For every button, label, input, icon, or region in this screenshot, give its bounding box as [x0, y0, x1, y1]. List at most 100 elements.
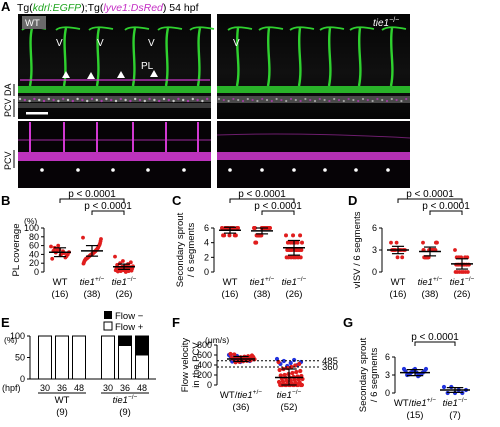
micrograph-wt-top: WT V V V PL — [18, 14, 215, 119]
panel-g-category-label-prefix: WT/ — [394, 398, 412, 409]
panel-c-category-label-main: tie1 — [282, 277, 297, 288]
panel-c-data-point — [293, 255, 298, 260]
panel-b-sig-bracket — [91, 210, 125, 215]
panel-f-category-label-gene: tie1 — [237, 390, 252, 401]
pcv-cell — [153, 98, 156, 102]
panel-e-group-n: (9) — [56, 407, 68, 418]
pcv-cell-mut — [261, 97, 264, 101]
panel-c-sig-label: p < 0.0001 — [254, 201, 302, 212]
panel-c-y-tick-label: 6 — [204, 223, 209, 233]
panel-d-category-label: tie1−/− — [450, 276, 475, 288]
pcv-cell-mut — [333, 97, 336, 101]
panel-b-category-label: tie1−/− — [112, 276, 137, 288]
panel-e-group-label-main: tie1 — [113, 395, 128, 406]
panel-e-group-label: tie1−/− — [113, 394, 138, 406]
panel-d-sig-bracket — [397, 198, 463, 203]
panel-d-y-tick-label: 3 — [372, 245, 377, 255]
panel-g-y-tick-label: 6 — [385, 352, 390, 362]
panel-c-data-point — [227, 233, 232, 238]
pl-arrowheads — [62, 70, 158, 79]
lymph-line-mut — [216, 133, 411, 139]
panel-f-category-label-gene: tie1 — [277, 390, 292, 401]
panel-b-data-point — [56, 243, 61, 248]
panel-g-category-label-sup: −/− — [458, 397, 468, 404]
panel-b-data-point — [81, 235, 85, 240]
dlav-segment — [55, 26, 81, 31]
intersegmental-vessel-mut — [327, 27, 332, 87]
panel-c-y-tick-label: 0 — [204, 267, 209, 277]
panel-e-y-tick-label: 0 — [20, 374, 25, 384]
pcv-cell-mut — [318, 97, 321, 101]
pcv-cell-mut — [357, 99, 360, 103]
pcv-cell — [119, 97, 123, 101]
panel-a-title: Tg(kdrl:EGFP);Tg(lyve1:DsRed) 54 hpf — [17, 2, 199, 14]
panel-c-letter: C — [172, 193, 182, 208]
panel-d-category-label: tie1+/− — [418, 276, 443, 288]
pcv-cell-mut — [400, 99, 403, 103]
panel-b-sig-label: p < 0.0001 — [68, 189, 116, 200]
pcv-magenta — [18, 152, 211, 161]
panel-b-y-unit: (%) — [24, 216, 37, 226]
panel-e-y-unit: (%) — [4, 335, 17, 345]
panel-g-y-label: Secondary sprout — [358, 337, 369, 412]
panel-f-letter: F — [172, 315, 180, 330]
panel-b-data-point — [49, 244, 53, 249]
panel-f-data-point-red — [251, 354, 256, 360]
sprout-dot-mut — [323, 168, 327, 172]
panel-c-data-point — [287, 248, 292, 252]
panel-d-category-label-main: tie1 — [418, 277, 433, 288]
panel-b-y-label: PL coverage — [11, 224, 22, 277]
panel-d-data-point — [461, 270, 466, 274]
panel-e-bar-flow-plus — [101, 335, 115, 380]
panel-g-category-label: WT/tie1+/− — [394, 397, 436, 409]
panel-c-data-point — [252, 226, 257, 230]
dlav-segment-mut — [289, 26, 315, 31]
panel-f-data-point-red — [232, 352, 237, 357]
pcv-cell — [28, 99, 31, 103]
panel-c-y-label: Secondary sprout — [175, 212, 186, 287]
title-green-transgene: kdrl:EGFP — [33, 2, 81, 14]
intersegmental-vessel-mut — [235, 27, 240, 87]
panel-f-data-point-red — [298, 368, 303, 374]
pcv-band — [18, 96, 211, 102]
pcv-cell — [52, 98, 55, 102]
panel-f-data-point-red — [295, 382, 301, 388]
panel-e-group-label-main: WT — [55, 395, 70, 406]
panel-e-group-label: WT — [55, 395, 70, 406]
panel-f-y-label: in the PCV — [191, 342, 202, 388]
pcv-cell — [100, 99, 103, 103]
panel-c-y-tick-label: 2 — [204, 252, 209, 262]
panel-b-data-point — [121, 259, 125, 263]
panel-c-data-point — [285, 240, 290, 245]
panel-e-x-tick-label: 48 — [137, 383, 147, 393]
panel-e-bar-flow-plus — [118, 344, 132, 380]
title-part-3: ) 54 hpf — [163, 2, 199, 14]
panel-d-data-point — [389, 240, 393, 245]
panel-e-y-tick-label: 50 — [15, 353, 25, 363]
panel-g-sig-label: p < 0.0001 — [411, 332, 459, 343]
panel-b-n-label: (38) — [84, 289, 101, 300]
intersegmental-vessel — [164, 27, 170, 87]
panel-d-sig-bracket — [429, 210, 463, 215]
panel-g-category-label-sup: +/− — [427, 397, 437, 404]
pcv-cell — [134, 97, 137, 101]
mut-label-sup: −/− — [389, 17, 399, 24]
panel-d-category-label: WT — [391, 277, 406, 288]
panel-f-y-tick-label: 800 — [197, 340, 212, 350]
panel-c-category-label-sup: −/− — [297, 276, 307, 283]
pcv-cell — [42, 99, 46, 103]
panel-c-category-label: tie1+/− — [250, 276, 275, 288]
pcv-cell-mut — [395, 98, 398, 102]
title-part-2: );Tg( — [81, 2, 104, 14]
panel-f-reference-label: 360 — [322, 362, 338, 373]
panel-f-y-tick-label: 200 — [197, 370, 212, 380]
pcv-cell — [18, 97, 22, 101]
micrograph-wt-bottom — [18, 121, 211, 188]
pcv-cell — [162, 97, 166, 101]
intersegmental-vessel — [196, 27, 202, 87]
dlav-segment-mut — [227, 26, 253, 31]
pcv-cell-mut — [390, 97, 393, 101]
